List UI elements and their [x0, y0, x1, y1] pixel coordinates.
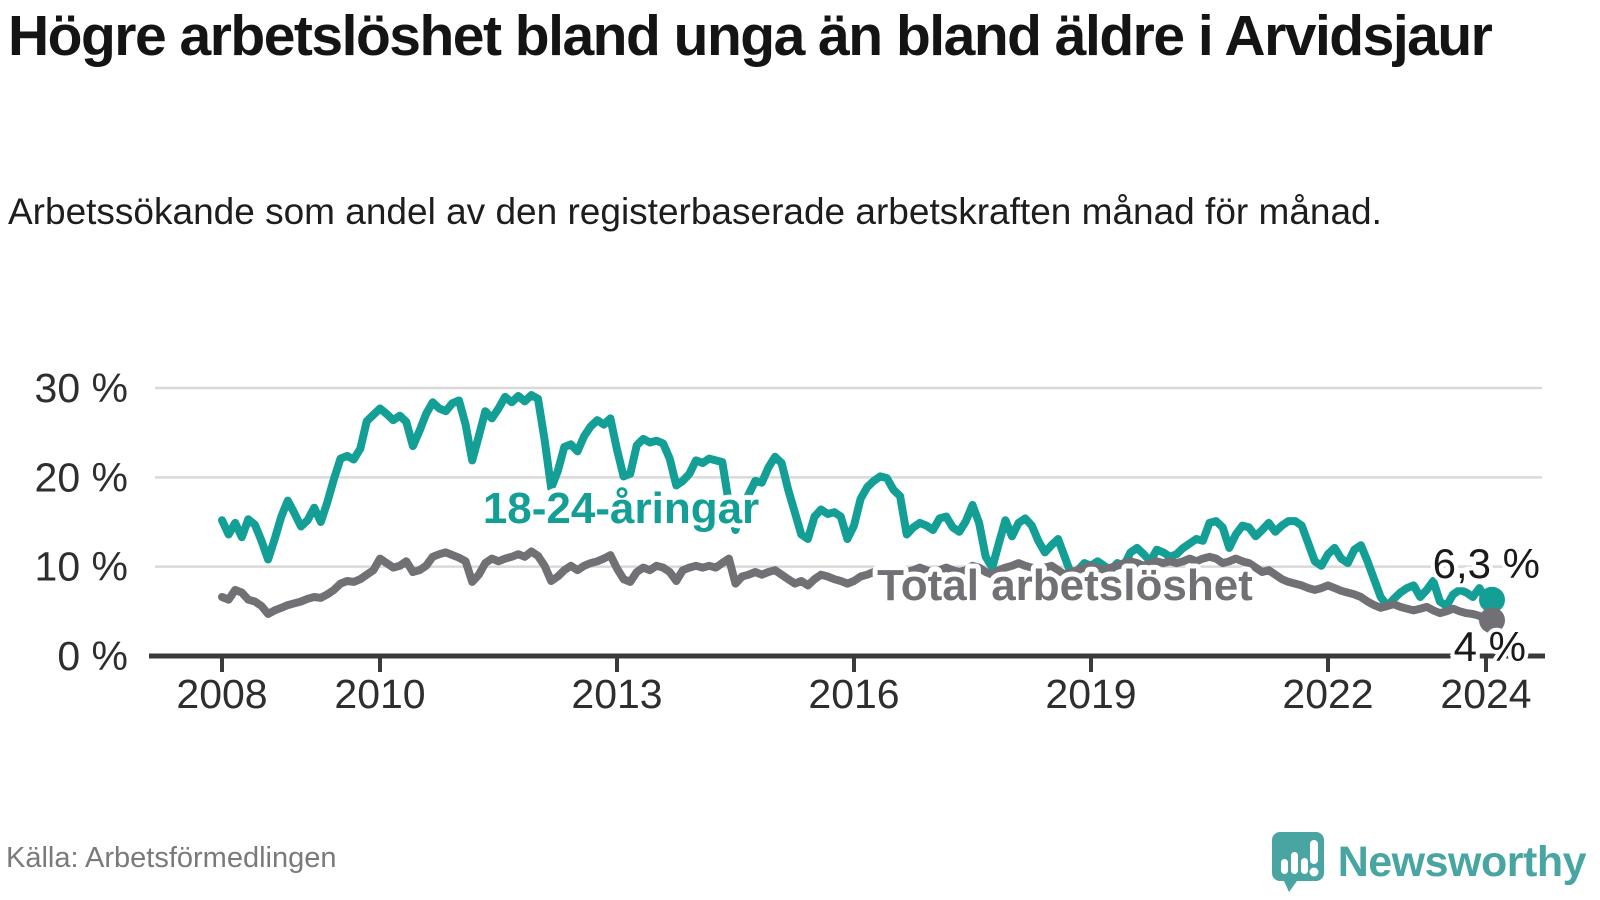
x-tick-label-2016: 2016 [808, 671, 899, 717]
x-tick-label-2022: 2022 [1282, 671, 1373, 717]
end-label-young: 6,3 % [1433, 540, 1540, 587]
line-young [218, 391, 1490, 610]
x-tick-label-2013: 2013 [571, 671, 662, 717]
x-axis: 2008 2010 2013 2016 2019 2022 2024 [149, 653, 1545, 717]
newsworthy-logo-text: Newsworthy [1337, 837, 1587, 886]
gridlines: 0 % 10 % 20 % 30 % [35, 365, 1542, 679]
label-total: Total arbetslöshet [877, 561, 1253, 610]
x-tick-label-2008: 2008 [176, 671, 267, 717]
end-dot-total [1479, 607, 1505, 634]
y-tick-label-20: 20 % [35, 454, 128, 500]
source-note: Källa: Arbetsförmedlingen [6, 842, 337, 874]
y-tick-label-0: 0 % [57, 633, 128, 679]
newsworthy-logo[interactable]: Newsworthy [1271, 832, 1587, 892]
line-total [218, 547, 1490, 625]
label-young: 18-24-åringar [483, 484, 759, 533]
data-lines [218, 391, 1505, 634]
chart-subtitle: Arbetssökande som andel av den registerb… [8, 191, 1382, 232]
y-tick-label-30: 30 % [35, 365, 128, 411]
end-label-total: 4 % [1454, 623, 1526, 670]
newsworthy-logo-icon [1271, 832, 1324, 892]
y-tick-label-10: 10 % [35, 544, 128, 590]
end-dot-young [1479, 586, 1505, 613]
x-tick-label-2019: 2019 [1045, 671, 1136, 717]
x-tick-label-2024: 2024 [1440, 671, 1531, 717]
x-tick-label-2010: 2010 [334, 671, 425, 717]
page-title: Högre arbetslöshet bland unga än bland ä… [8, 4, 1493, 68]
series-labels: 18-24-åringar Total arbetslöshet 6,3 % 4 % [478, 479, 1544, 674]
